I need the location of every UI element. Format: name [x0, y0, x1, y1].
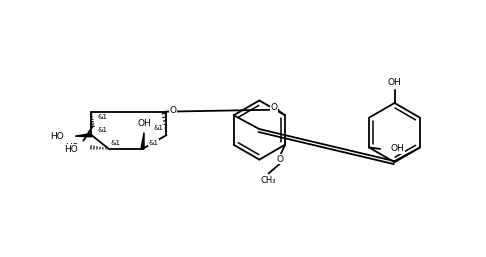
- Text: OH: OH: [137, 119, 151, 128]
- Text: &1: &1: [149, 140, 158, 146]
- Text: &1: &1: [98, 114, 107, 120]
- Text: HO: HO: [66, 143, 79, 152]
- Text: HO: HO: [50, 132, 64, 141]
- Text: OH: OH: [388, 78, 401, 87]
- Text: &1: &1: [98, 127, 107, 133]
- Text: OH: OH: [390, 144, 404, 153]
- Text: &1: &1: [154, 125, 164, 131]
- Polygon shape: [75, 133, 91, 137]
- Text: CH₃: CH₃: [260, 176, 276, 185]
- Text: O: O: [277, 155, 283, 164]
- Text: &1: &1: [111, 140, 121, 146]
- Text: O: O: [169, 106, 176, 115]
- Polygon shape: [141, 133, 144, 149]
- Text: HO: HO: [65, 145, 78, 154]
- Text: O: O: [270, 103, 277, 112]
